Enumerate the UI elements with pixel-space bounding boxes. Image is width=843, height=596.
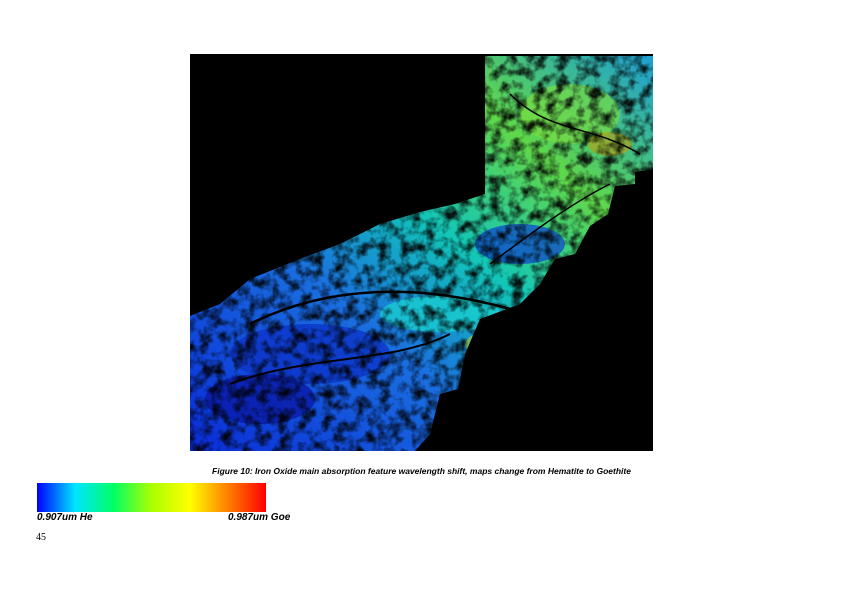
page-number: 45 — [36, 532, 46, 543]
mineral-map-graphic — [190, 56, 653, 451]
color-scale-bar — [37, 483, 266, 512]
iron-oxide-map-image — [190, 54, 653, 451]
color-scale-min-label: 0.907um He — [37, 512, 93, 523]
color-scale-max-label: 0.987um Goe — [228, 512, 291, 523]
figure-caption: Figure 10: Iron Oxide main absorption fe… — [212, 466, 631, 476]
